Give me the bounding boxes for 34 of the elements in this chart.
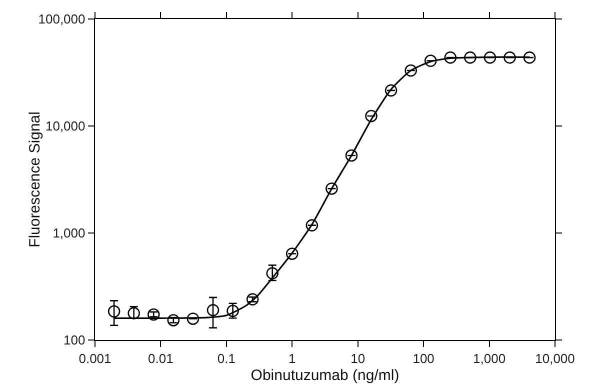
point [286,248,298,260]
x-tick-label: 1 [288,350,296,366]
x-tick-label: 100 [412,350,434,366]
point [444,51,457,64]
x-tick-label: 10,000 [535,350,575,366]
x-tick-label: 0.001 [78,350,112,366]
point [147,308,160,321]
x-tick-label: 10 [350,350,366,366]
y-axis-title: Fluorescence Signal [26,112,44,248]
point [464,51,476,64]
y-tick-label: 1,000 [52,226,86,241]
y-tick-label: 100,000 [38,12,86,27]
point [306,219,318,232]
x-tick-label: 0.01 [148,350,174,366]
point [206,304,220,316]
point [384,84,398,97]
point [365,110,378,122]
point [246,293,259,306]
point [504,51,516,64]
point [108,305,120,318]
point [266,267,279,280]
point [484,51,496,64]
point [404,64,417,77]
y-tick-label: 100 [64,332,86,348]
point [186,312,200,325]
point [326,182,338,195]
point [424,54,437,67]
x-axis-title: Obinutuzumab (ng/ml) [250,366,400,384]
x-tick-label: 1,000 [473,350,506,366]
point [345,149,358,162]
x-tick-label: 0.1 [217,350,236,366]
point [167,314,180,326]
y-tick-label: 10,000 [45,118,86,134]
point [523,51,536,64]
